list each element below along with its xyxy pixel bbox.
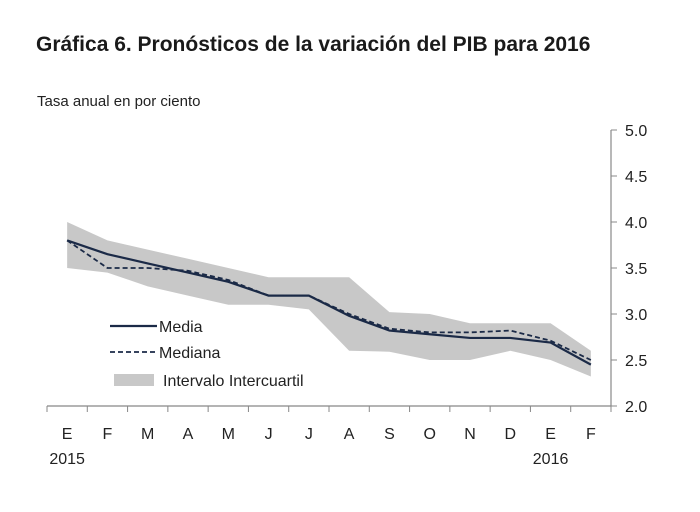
x-tick-label: O xyxy=(423,426,435,443)
year-label: 2016 xyxy=(533,451,569,468)
interquartile-band xyxy=(67,222,591,377)
x-tick-label: S xyxy=(384,426,395,443)
legend-band-label: Intervalo Intercuartil xyxy=(163,373,304,390)
legend-media-label: Media xyxy=(159,319,203,336)
x-tick-label: A xyxy=(344,426,355,443)
chart-title: Gráfica 6. Pronósticos de la variación d… xyxy=(36,33,591,56)
chart-subtitle: Tasa anual en por ciento xyxy=(37,93,201,110)
x-tick-label: M xyxy=(141,426,154,443)
x-tick-label: J xyxy=(305,426,313,443)
x-tick-label: J xyxy=(265,426,273,443)
x-tick-label: N xyxy=(464,426,476,443)
y-tick-label: 2.0 xyxy=(625,399,647,416)
legend-mediana-label: Mediana xyxy=(159,345,220,362)
x-tick-label: F xyxy=(586,426,596,443)
x-tick-label: F xyxy=(103,426,113,443)
y-tick-label: 3.0 xyxy=(625,307,647,324)
legend-band-swatch xyxy=(114,374,154,386)
y-tick-label: 3.5 xyxy=(625,261,647,278)
x-tick-label: E xyxy=(545,426,556,443)
year-label: 2015 xyxy=(49,451,85,468)
x-tick-label: M xyxy=(222,426,235,443)
x-tick-label: E xyxy=(62,426,73,443)
x-tick-label: D xyxy=(505,426,517,443)
y-tick-label: 5.0 xyxy=(625,123,647,140)
y-tick-label: 4.0 xyxy=(625,215,647,232)
series-line-mediana xyxy=(66,239,592,361)
y-tick-label: 4.5 xyxy=(625,169,647,186)
y-tick-label: 2.5 xyxy=(625,353,647,370)
x-tick-label: A xyxy=(183,426,194,443)
